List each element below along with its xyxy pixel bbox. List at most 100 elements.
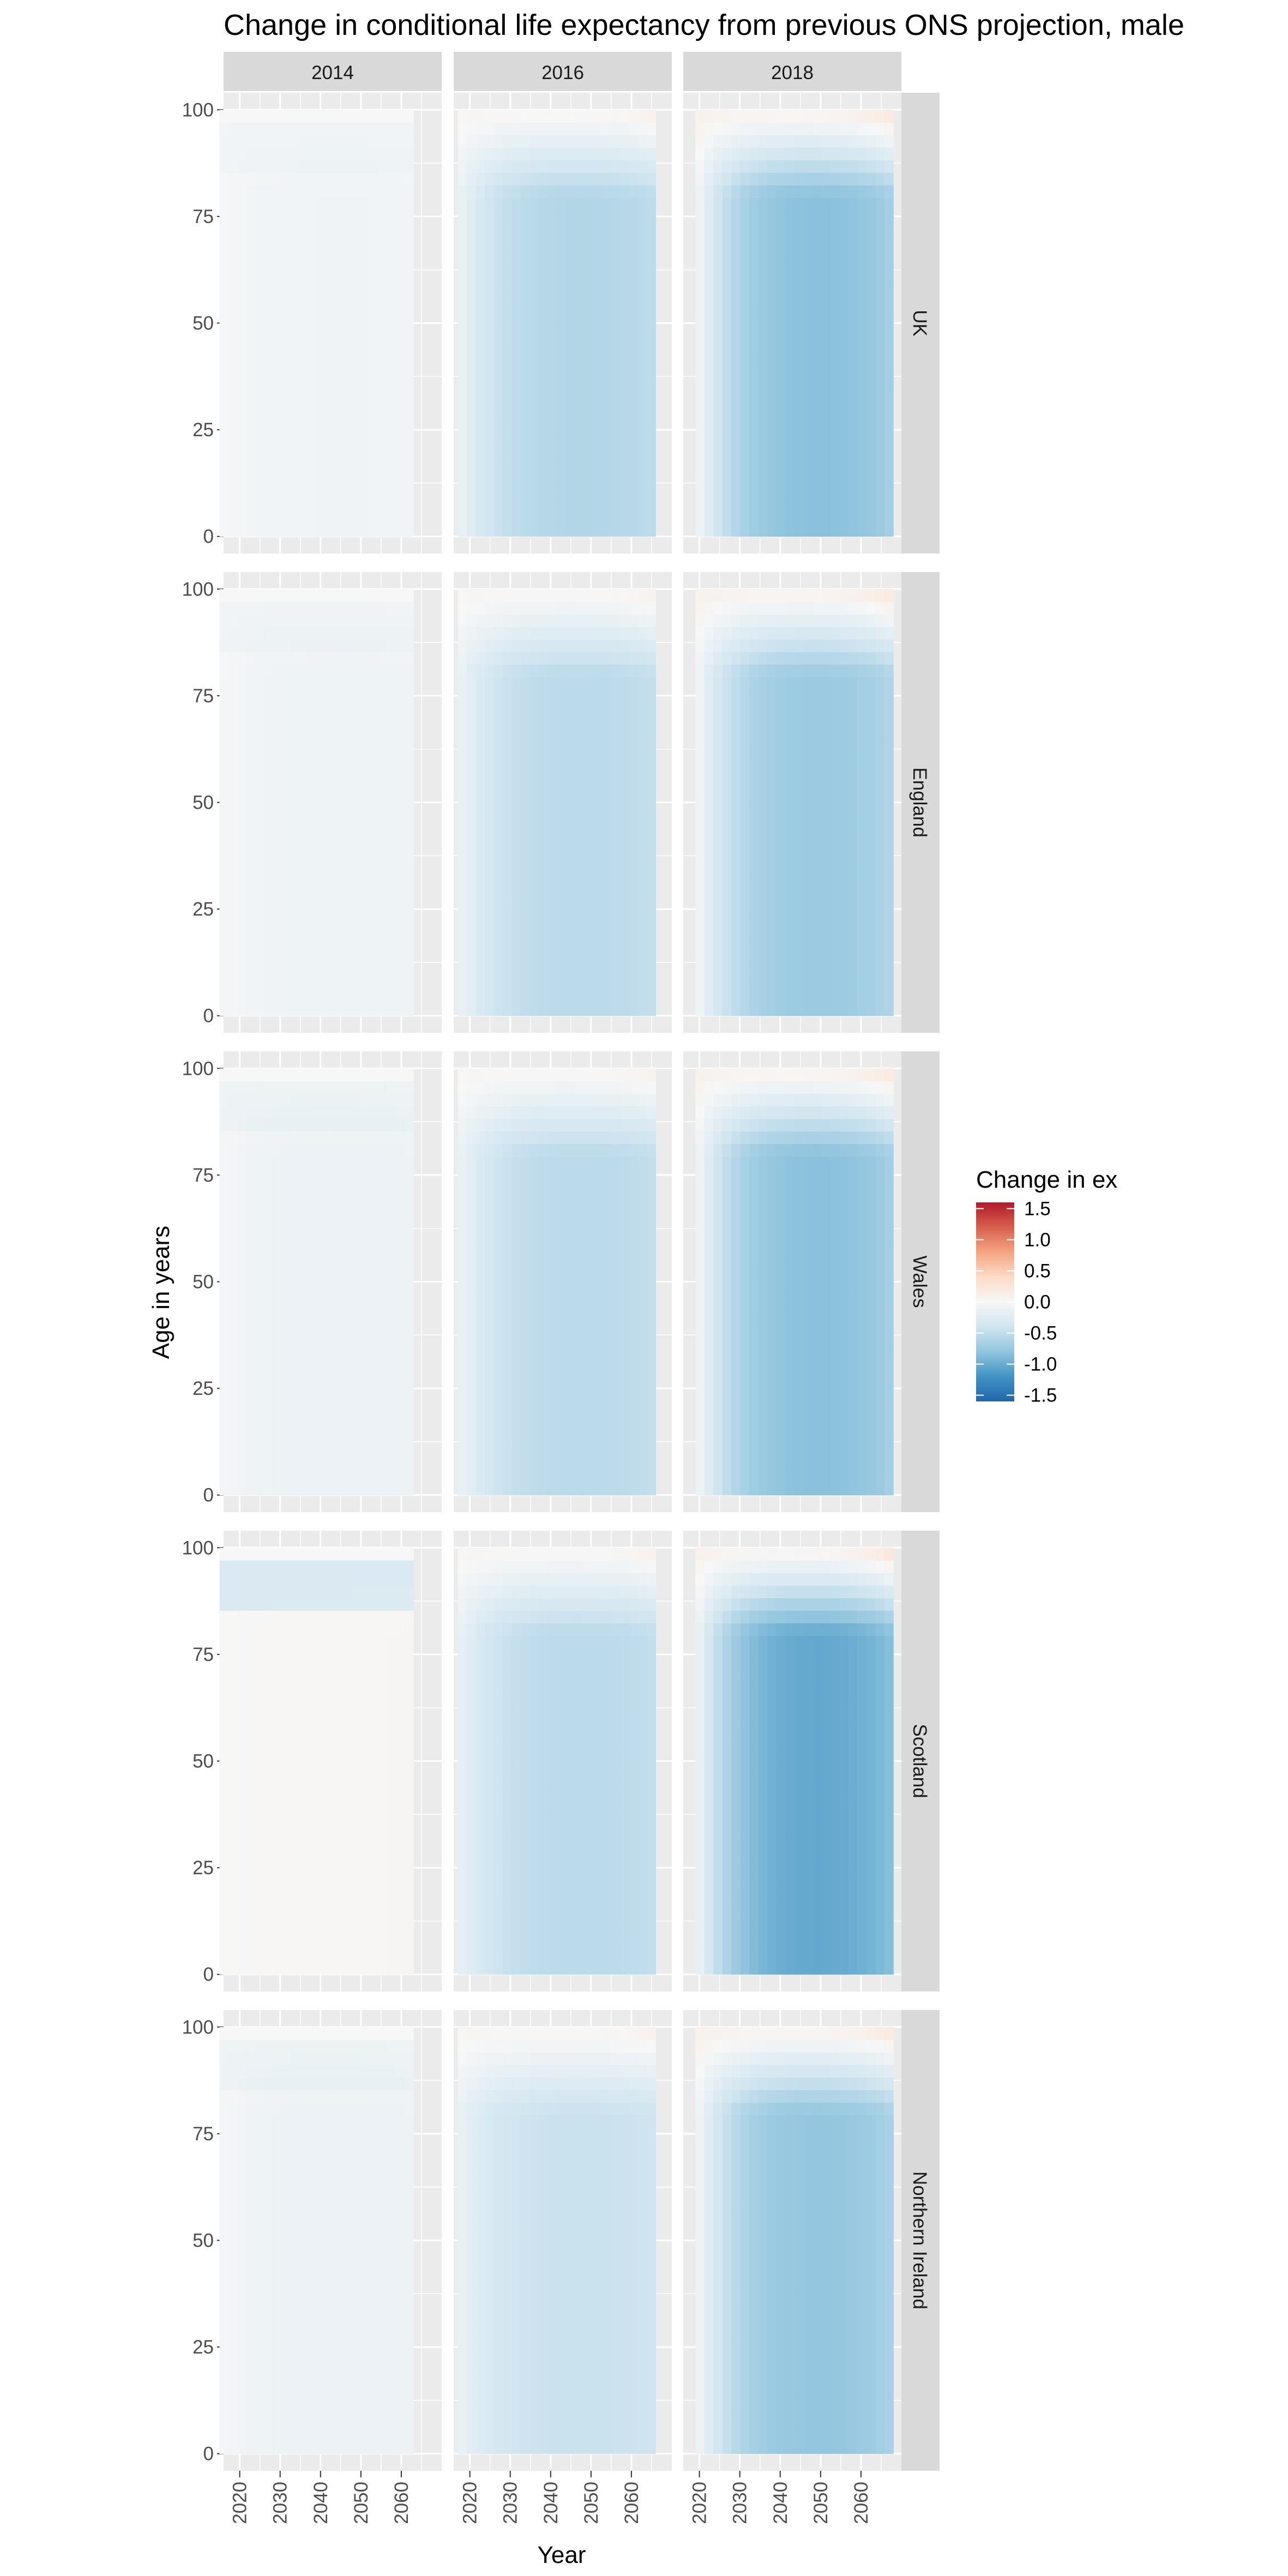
heatmap-tile [875,639,885,652]
heatmap-tile [316,840,326,853]
heatmap-tile [272,890,282,904]
heatmap-tile [316,386,326,399]
heatmap-tile [695,589,705,602]
heatmap-tile [646,865,656,878]
heatmap-tile [395,815,405,828]
heatmap-tile [325,727,335,741]
heatmap-tile [565,235,575,249]
heatmap-tile [228,815,238,828]
heatmap-tile [628,990,638,1004]
heatmap-tile [565,627,575,640]
heatmap-tile [821,852,831,866]
heatmap-tile [387,210,396,224]
row-strip-wales [900,1051,940,1512]
heatmap-tile [857,739,867,753]
heatmap-tile [325,902,335,916]
heatmap-tile [246,1344,255,1358]
heatmap-tile [875,335,885,349]
heatmap-tile [520,473,530,487]
heatmap-tile [360,110,370,123]
heatmap-tile [848,953,858,966]
heatmap-tile [803,965,813,979]
heatmap-tile [646,323,656,336]
heatmap-tile [538,614,548,627]
heatmap-tile [628,965,638,979]
heatmap-tile [875,386,885,399]
heatmap-tile [493,310,503,324]
heatmap-tile [255,110,264,123]
heatmap-tile [272,1118,282,1131]
heatmap-tile [713,990,723,1004]
heatmap-tile [767,589,777,602]
heatmap-tile [484,727,495,741]
heatmap-tile [848,627,858,640]
heatmap-tile [476,185,485,198]
heatmap-tile [352,511,361,525]
heatmap-tile [228,790,238,803]
heatmap-tile [299,122,308,135]
heatmap-tile [342,902,352,916]
heatmap-tile [387,523,396,537]
heatmap-tile [547,498,557,512]
heatmap-tile [466,752,477,766]
heatmap-tile [785,827,795,841]
heatmap-tile [290,639,299,652]
heatmap-tile [884,915,894,929]
heatmap-tile [299,423,308,437]
heatmap-tile [458,677,467,690]
heatmap-tile [387,790,396,803]
heatmap-tile [502,135,512,148]
heatmap-tile [592,360,602,374]
heatmap-tile [352,689,361,703]
heatmap-tile [610,852,620,866]
heatmap-tile [592,197,602,210]
heatmap-tile [830,639,840,652]
heatmap-tile [369,448,379,462]
heatmap-tile [255,1003,264,1016]
heatmap-tile [255,865,264,878]
heatmap-tile [637,802,647,816]
heatmap-tile [325,210,335,224]
heatmap-tile [857,815,867,828]
heatmap-tile [272,498,282,512]
heatmap-tile [263,589,273,602]
heatmap-tile [476,135,485,148]
heatmap-tile [839,702,849,715]
heatmap-tile [610,953,620,966]
heatmap-tile [404,652,414,665]
heatmap-tile [776,815,786,828]
heatmap-tile [219,915,229,929]
heatmap-tile [404,348,414,362]
heatmap-tile [378,915,388,929]
heatmap-tile [538,790,548,803]
heatmap-tile [839,752,849,766]
heatmap-tile [520,965,530,979]
heatmap-tile [776,398,786,412]
heatmap-tile [538,902,548,916]
heatmap-tile [378,865,388,878]
heatmap-tile [493,852,503,866]
heatmap-tile [556,160,566,173]
heatmap-tile [325,386,335,399]
heatmap-tile [574,197,584,210]
heatmap-tile [821,373,831,387]
heatmap-tile [713,160,723,173]
heatmap-tile [395,197,405,210]
heatmap-tile [538,523,548,537]
heatmap-tile [785,436,795,449]
heatmap-tile [619,840,629,853]
heatmap-tile [387,260,396,274]
heatmap-tile [628,978,638,991]
heatmap-tile [502,890,512,904]
heatmap-tile [316,765,326,778]
heatmap-tile [360,373,370,387]
heatmap-tile [263,865,273,878]
heatmap-tile [848,689,858,703]
heatmap-tile [308,777,317,791]
heatmap-tile [458,273,467,286]
heatmap-tile [325,827,335,841]
heatmap-tile [404,298,414,311]
heatmap-tile [610,965,620,979]
heatmap-tile [281,928,291,941]
heatmap-tile [619,310,629,324]
